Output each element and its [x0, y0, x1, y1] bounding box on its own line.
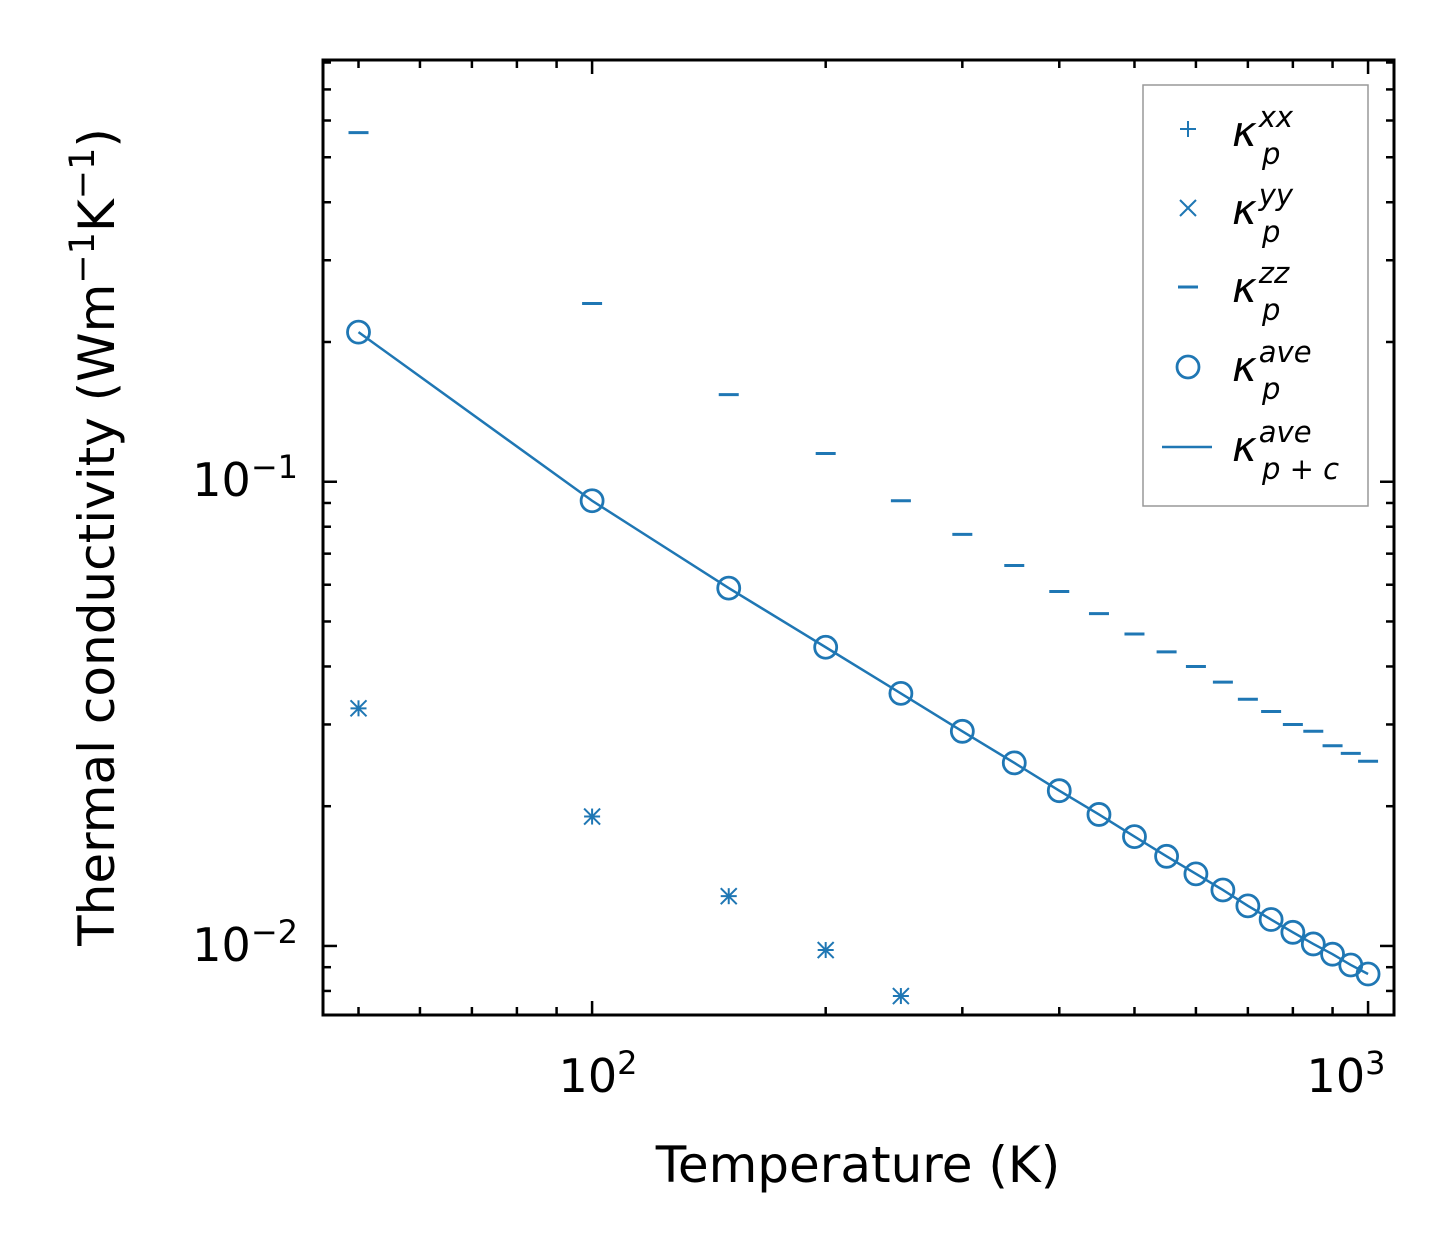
legend-label-kappa-ave: κave p — [1232, 335, 1312, 406]
point-kappa_p_ave — [888, 680, 914, 706]
y-axis-label: Thermal conductivity (Wm−1K−1) — [63, 128, 126, 947]
point-kappa_p_ave — [716, 575, 742, 601]
point-kappa_p_ave — [1183, 861, 1209, 887]
legend-marker-kappa_p_xx — [1180, 121, 1196, 137]
point-kappa_p_ave — [579, 488, 605, 514]
x-tick-label: 103 — [1307, 1044, 1386, 1103]
legend-label-kappa-pc-ave: κave p + c — [1232, 415, 1339, 486]
point-kappa_p_ave — [949, 718, 975, 744]
point-kappa_p_ave — [813, 634, 839, 660]
legend-frame — [1142, 84, 1369, 507]
legend-marker-kappa_p_yy — [1179, 199, 1197, 217]
point-kappa_p_ave — [1235, 893, 1261, 919]
legend-markers — [1162, 121, 1212, 449]
point-kappa_p_ave — [1300, 931, 1326, 957]
point-kappa_p_ave — [1122, 824, 1147, 850]
series-line-kappa_p_plus_c_ave — [357, 331, 1369, 976]
point-kappa_p_yy — [816, 941, 835, 959]
y-tick-labels: 10−1 10−2 — [192, 448, 298, 972]
x-tick-labels: 102 103 — [559, 1044, 1386, 1103]
legend: κxx p κyy p κzz p κave p κave p + c — [1142, 84, 1369, 507]
point-kappa_p_ave — [1320, 941, 1345, 967]
point-kappa_p_ave — [1154, 843, 1179, 869]
legend-label-kappa-yy: κyy p — [1232, 178, 1294, 249]
point-kappa_p_ave — [1046, 778, 1072, 804]
point-kappa_p_ave — [1086, 802, 1112, 827]
series-group — [346, 131, 1381, 1005]
point-kappa_p_ave — [1280, 919, 1306, 945]
data-layer — [346, 131, 1381, 1005]
point-kappa_p_yy — [892, 987, 910, 1005]
point-kappa_p_ave — [1210, 877, 1236, 903]
point-kappa_p_ave — [346, 319, 371, 345]
legend-label-kappa-zz: κzz p — [1232, 256, 1290, 327]
point-kappa_p_yy — [583, 807, 601, 826]
legend-marker-kappa_p_ave — [1175, 354, 1201, 380]
point-kappa_p_ave — [1355, 961, 1381, 987]
x-tick-label: 102 — [559, 1044, 638, 1103]
y-tick-label: 10−2 — [192, 913, 298, 972]
point-kappa_p_ave — [1001, 750, 1027, 776]
point-kappa_p_yy — [349, 699, 368, 718]
major-ticks — [323, 60, 1394, 1015]
plot-frame — [321, 58, 1396, 1017]
point-kappa_p_yy — [720, 887, 738, 905]
legend-label-kappa-xx: κxx p — [1232, 100, 1294, 171]
point-kappa_p_ave — [1258, 907, 1284, 932]
y-tick-label: 10−1 — [192, 448, 298, 507]
x-axis-label: Temperature (K) — [655, 1136, 1060, 1194]
